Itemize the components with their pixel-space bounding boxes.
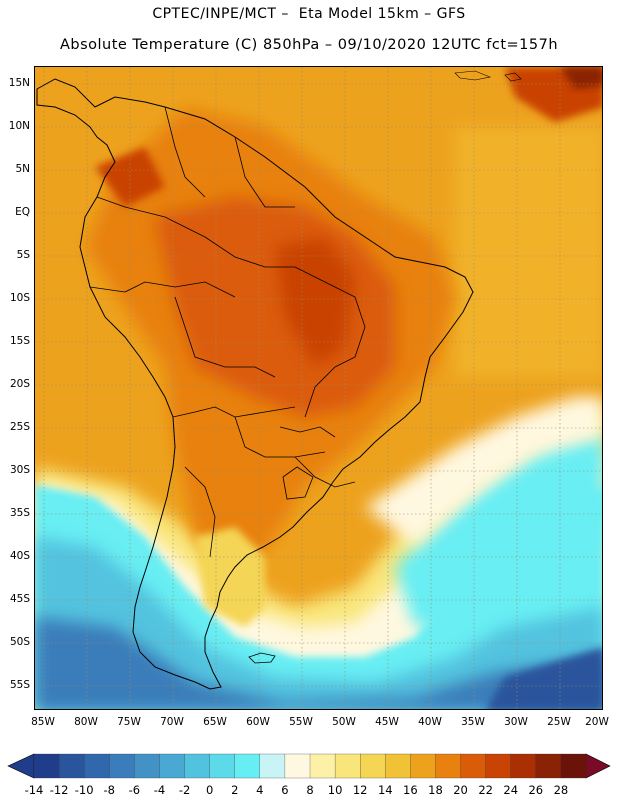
colorbar-label: -2 xyxy=(179,783,190,797)
colorbar-label: -14 xyxy=(25,783,44,797)
colorbar-label: 18 xyxy=(428,783,443,797)
lon-label: 20W xyxy=(585,716,609,728)
colorbar-swatch xyxy=(435,753,461,779)
lon-label: 25W xyxy=(547,716,571,728)
colorbar-label: 26 xyxy=(528,783,543,797)
country-borders xyxy=(89,106,366,558)
lon-label: 70W xyxy=(160,716,184,728)
colorbar-swatch xyxy=(334,753,361,779)
colorbar-swatch xyxy=(360,753,386,779)
field-andes-hot xyxy=(95,147,165,207)
lat-label: 15S xyxy=(9,335,30,347)
colorbar-swatch xyxy=(109,753,135,779)
field-continent-hottest xyxy=(275,237,355,367)
grid-lines xyxy=(35,67,602,709)
colorbar-swatch xyxy=(234,753,261,779)
temperature-colorbar: -14 -12 -10 -8 -6 -4 -2 0 2 4 6 8 10 12 14 16 18 20 22 24 26… xyxy=(7,753,611,797)
lat-label: 55S xyxy=(9,679,30,691)
lat-label: 5S xyxy=(16,249,30,261)
colorbar-label: 6 xyxy=(281,783,288,797)
colorbar-swatch xyxy=(284,753,311,779)
south-america-coastline xyxy=(36,78,474,690)
colorbar-swatch xyxy=(159,753,185,779)
colorbar-swatch xyxy=(510,753,537,779)
colorbar-label: -10 xyxy=(75,783,94,797)
lon-label: 45W xyxy=(375,716,399,728)
colorbar-swatch xyxy=(84,753,110,779)
lat-label: 10N xyxy=(8,120,30,132)
lat-label: 25S xyxy=(9,421,30,433)
colorbar-label: 0 xyxy=(206,783,213,797)
colorbar-label: 12 xyxy=(353,783,368,797)
colorbar-swatch xyxy=(309,753,336,779)
colorbar-swatch xyxy=(410,753,436,779)
lat-label: 5N xyxy=(15,163,30,175)
field-atlantic-cream-east xyxy=(365,397,602,547)
colorbar-swatch xyxy=(209,753,236,779)
lon-label: 35W xyxy=(461,716,485,728)
colorbar-label: 24 xyxy=(503,783,518,797)
field-ne-hot-core xyxy=(560,67,602,89)
lat-label: 20S xyxy=(9,378,30,390)
colorbar-swatch xyxy=(33,753,60,779)
lon-label: 75W xyxy=(117,716,141,728)
lat-label: 40S xyxy=(9,550,30,562)
colorbar-label: -8 xyxy=(104,783,115,797)
colorbar-swatch xyxy=(560,753,587,779)
colorbar-swatch xyxy=(58,753,85,779)
colorbar-label: -12 xyxy=(50,783,69,797)
colorbar-label: -4 xyxy=(154,783,165,797)
colorbar-label: 4 xyxy=(256,783,263,797)
colorbar-label: -6 xyxy=(129,783,140,797)
colorbar-swatch xyxy=(134,753,160,779)
field-patagonia-yellow xyxy=(195,527,265,627)
field-atlantic-north xyxy=(455,127,602,377)
lat-label: 35S xyxy=(9,507,30,519)
map-title-line2: Absolute Temperature (C) 850hPa – 09/10/… xyxy=(59,37,559,53)
falkland-islands xyxy=(248,652,276,664)
lon-label: 40W xyxy=(418,716,442,728)
lon-label: 85W xyxy=(31,716,55,728)
field-south-deep-blue xyxy=(486,647,602,709)
lon-label: 50W xyxy=(332,716,356,728)
field-south-light-blue xyxy=(35,537,602,709)
colorbar-low-arrow xyxy=(7,753,35,779)
colorbar-high-arrow xyxy=(585,753,611,779)
lat-label: 45S xyxy=(9,593,30,605)
lon-label: 55W xyxy=(289,716,313,728)
map-title-line1: CPTEC/INPE/MCT – Eta Model 15km – GFS xyxy=(152,6,466,22)
colorbar-swatch xyxy=(485,753,512,779)
lat-label: EQ xyxy=(15,206,30,218)
field-atlantic-cyan-tongue xyxy=(395,432,602,627)
lon-label: 30W xyxy=(504,716,528,728)
lat-label: 10S xyxy=(9,292,30,304)
colorbar-swatch xyxy=(385,753,411,779)
lon-label: 80W xyxy=(74,716,98,728)
lat-label: 50S xyxy=(9,636,30,648)
colorbar-label: 28 xyxy=(554,783,569,797)
lat-label: 15N xyxy=(8,77,30,89)
colorbar-swatch xyxy=(184,753,211,779)
temperature-map[interactable] xyxy=(34,66,603,710)
colorbar-swatch xyxy=(535,753,562,779)
colorbar-label: 10 xyxy=(328,783,343,797)
colorbar-swatches xyxy=(33,753,587,779)
colorbar-label: 8 xyxy=(306,783,313,797)
colorbar-swatch xyxy=(460,753,487,779)
lat-label: 30S xyxy=(9,464,30,476)
lon-label: 60W xyxy=(246,716,270,728)
colorbar-label: 2 xyxy=(231,783,238,797)
colorbar-label: 14 xyxy=(378,783,393,797)
colorbar-label: 20 xyxy=(453,783,468,797)
caribbean-islands xyxy=(454,70,522,82)
colorbar-labels: -14 -12 -10 -8 -6 -4 -2 0 2 4 6 8 10 12 14 16 18 20 22 24 26… xyxy=(25,783,569,797)
lon-label: 65W xyxy=(203,716,227,728)
colorbar-label: 22 xyxy=(478,783,493,797)
colorbar-swatch xyxy=(259,753,286,779)
colorbar-label: 16 xyxy=(403,783,418,797)
